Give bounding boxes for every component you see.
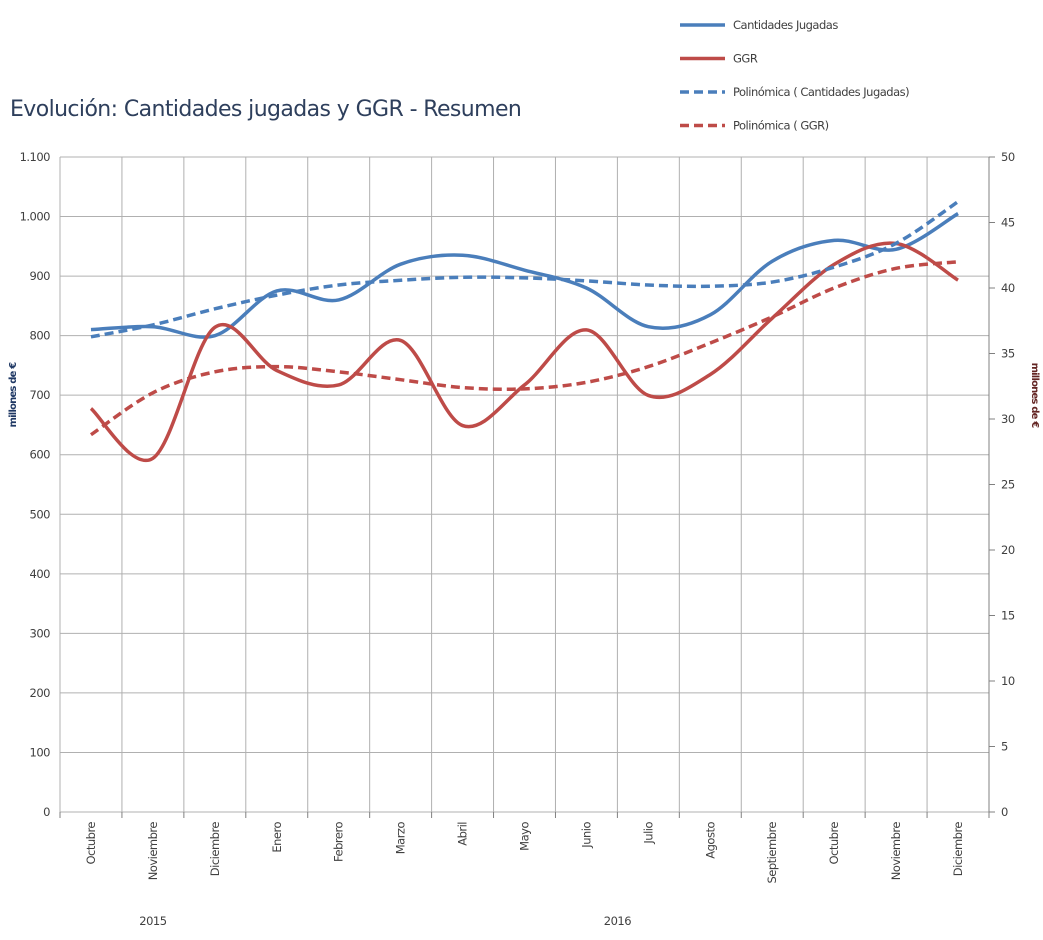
y-tick-label: 1.100 xyxy=(20,150,51,164)
series-line xyxy=(89,241,959,463)
x-tick-label: Enero xyxy=(270,822,284,853)
x-tick-label: Octubre xyxy=(84,822,98,865)
y-tick-label: 800 xyxy=(30,329,51,343)
y2-tick-label: 25 xyxy=(1001,478,1015,492)
x-group-label: 2016 xyxy=(604,914,631,928)
legend-label: Polinómica ( GGR) xyxy=(733,119,829,133)
y-tick-label: 600 xyxy=(30,448,51,462)
y-tick-label: 700 xyxy=(30,388,51,402)
x-tick-label: Agosto xyxy=(703,822,717,859)
series-line xyxy=(90,200,960,339)
y-tick-label: 500 xyxy=(30,507,51,521)
y-tick-label: 400 xyxy=(30,567,51,581)
legend-label: Cantidades Jugadas xyxy=(733,18,838,32)
x-tick-label: Febrero xyxy=(332,822,346,862)
x-tick-label: Diciembre xyxy=(208,822,222,877)
y2-tick-label: 10 xyxy=(1001,674,1015,688)
y-tick-label: 300 xyxy=(30,626,51,640)
y2-axis-label: millones de € xyxy=(1029,363,1040,429)
y2-tick-label: 15 xyxy=(1001,609,1015,623)
y-tick-label: 0 xyxy=(43,805,50,819)
y-axis-label: millones de € xyxy=(8,362,19,428)
y2-tick-label: 50 xyxy=(1001,150,1015,164)
y2-tick-label: 45 xyxy=(1001,216,1015,230)
y2-tick-label: 5 xyxy=(1001,740,1008,754)
x-tick-label: Octubre xyxy=(827,822,841,865)
y2-tick-label: 35 xyxy=(1001,347,1015,361)
y2-tick-label: 0 xyxy=(1001,805,1008,819)
y-tick-label: 100 xyxy=(30,745,51,759)
y2-tick-label: 40 xyxy=(1001,281,1015,295)
x-tick-label: Mayo xyxy=(518,822,532,851)
y-tick-label: 900 xyxy=(30,269,51,283)
x-tick-label: Abril xyxy=(456,822,470,846)
x-tick-label: Diciembre xyxy=(951,822,965,877)
x-tick-label: Noviembre xyxy=(889,822,903,881)
x-tick-label: Noviembre xyxy=(146,822,160,881)
legend-label: GGR xyxy=(733,52,758,66)
series-line xyxy=(89,260,959,437)
y2-tick-label: 30 xyxy=(1001,412,1015,426)
chart-title: Evolución: Cantidades jugadas y GGR - Re… xyxy=(10,97,521,122)
x-tick-label: Julio xyxy=(641,822,655,845)
x-tick-label: Marzo xyxy=(394,822,408,855)
x-tick-label: Junio xyxy=(579,822,593,849)
y-tick-label: 1.000 xyxy=(20,210,51,224)
x-group-label: 2015 xyxy=(139,914,166,928)
series-line xyxy=(90,212,959,339)
y-tick-label: 200 xyxy=(30,686,51,700)
y2-tick-label: 20 xyxy=(1001,543,1015,557)
x-tick-label: Septiembre xyxy=(765,822,779,884)
legend-label: Polinómica ( Cantidades Jugadas) xyxy=(733,85,909,99)
